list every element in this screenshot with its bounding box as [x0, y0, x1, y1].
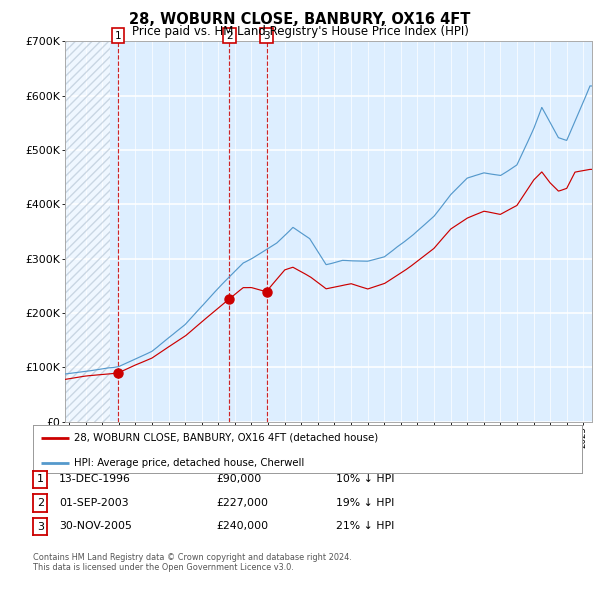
Text: 1: 1: [37, 474, 44, 484]
Text: 3: 3: [37, 522, 44, 532]
Text: This data is licensed under the Open Government Licence v3.0.: This data is licensed under the Open Gov…: [33, 563, 294, 572]
Text: 19% ↓ HPI: 19% ↓ HPI: [336, 498, 394, 507]
Text: 30-NOV-2005: 30-NOV-2005: [59, 522, 131, 531]
Bar: [65, 41, 110, 422]
Text: £90,000: £90,000: [216, 474, 261, 484]
Text: 10% ↓ HPI: 10% ↓ HPI: [336, 474, 395, 484]
Text: 28, WOBURN CLOSE, BANBURY, OX16 4FT (detached house): 28, WOBURN CLOSE, BANBURY, OX16 4FT (det…: [74, 433, 379, 443]
Text: 2: 2: [226, 31, 233, 41]
Text: Price paid vs. HM Land Registry's House Price Index (HPI): Price paid vs. HM Land Registry's House …: [131, 25, 469, 38]
Text: £227,000: £227,000: [216, 498, 268, 507]
Text: 2: 2: [37, 498, 44, 508]
Text: 3: 3: [263, 31, 270, 41]
Text: 01-SEP-2003: 01-SEP-2003: [59, 498, 128, 507]
Text: HPI: Average price, detached house, Cherwell: HPI: Average price, detached house, Cher…: [74, 457, 304, 467]
Text: 21% ↓ HPI: 21% ↓ HPI: [336, 522, 394, 531]
Text: £240,000: £240,000: [216, 522, 268, 531]
Text: 28, WOBURN CLOSE, BANBURY, OX16 4FT: 28, WOBURN CLOSE, BANBURY, OX16 4FT: [130, 12, 470, 27]
Text: 13-DEC-1996: 13-DEC-1996: [59, 474, 131, 484]
Text: 1: 1: [115, 31, 121, 41]
Text: Contains HM Land Registry data © Crown copyright and database right 2024.: Contains HM Land Registry data © Crown c…: [33, 553, 352, 562]
